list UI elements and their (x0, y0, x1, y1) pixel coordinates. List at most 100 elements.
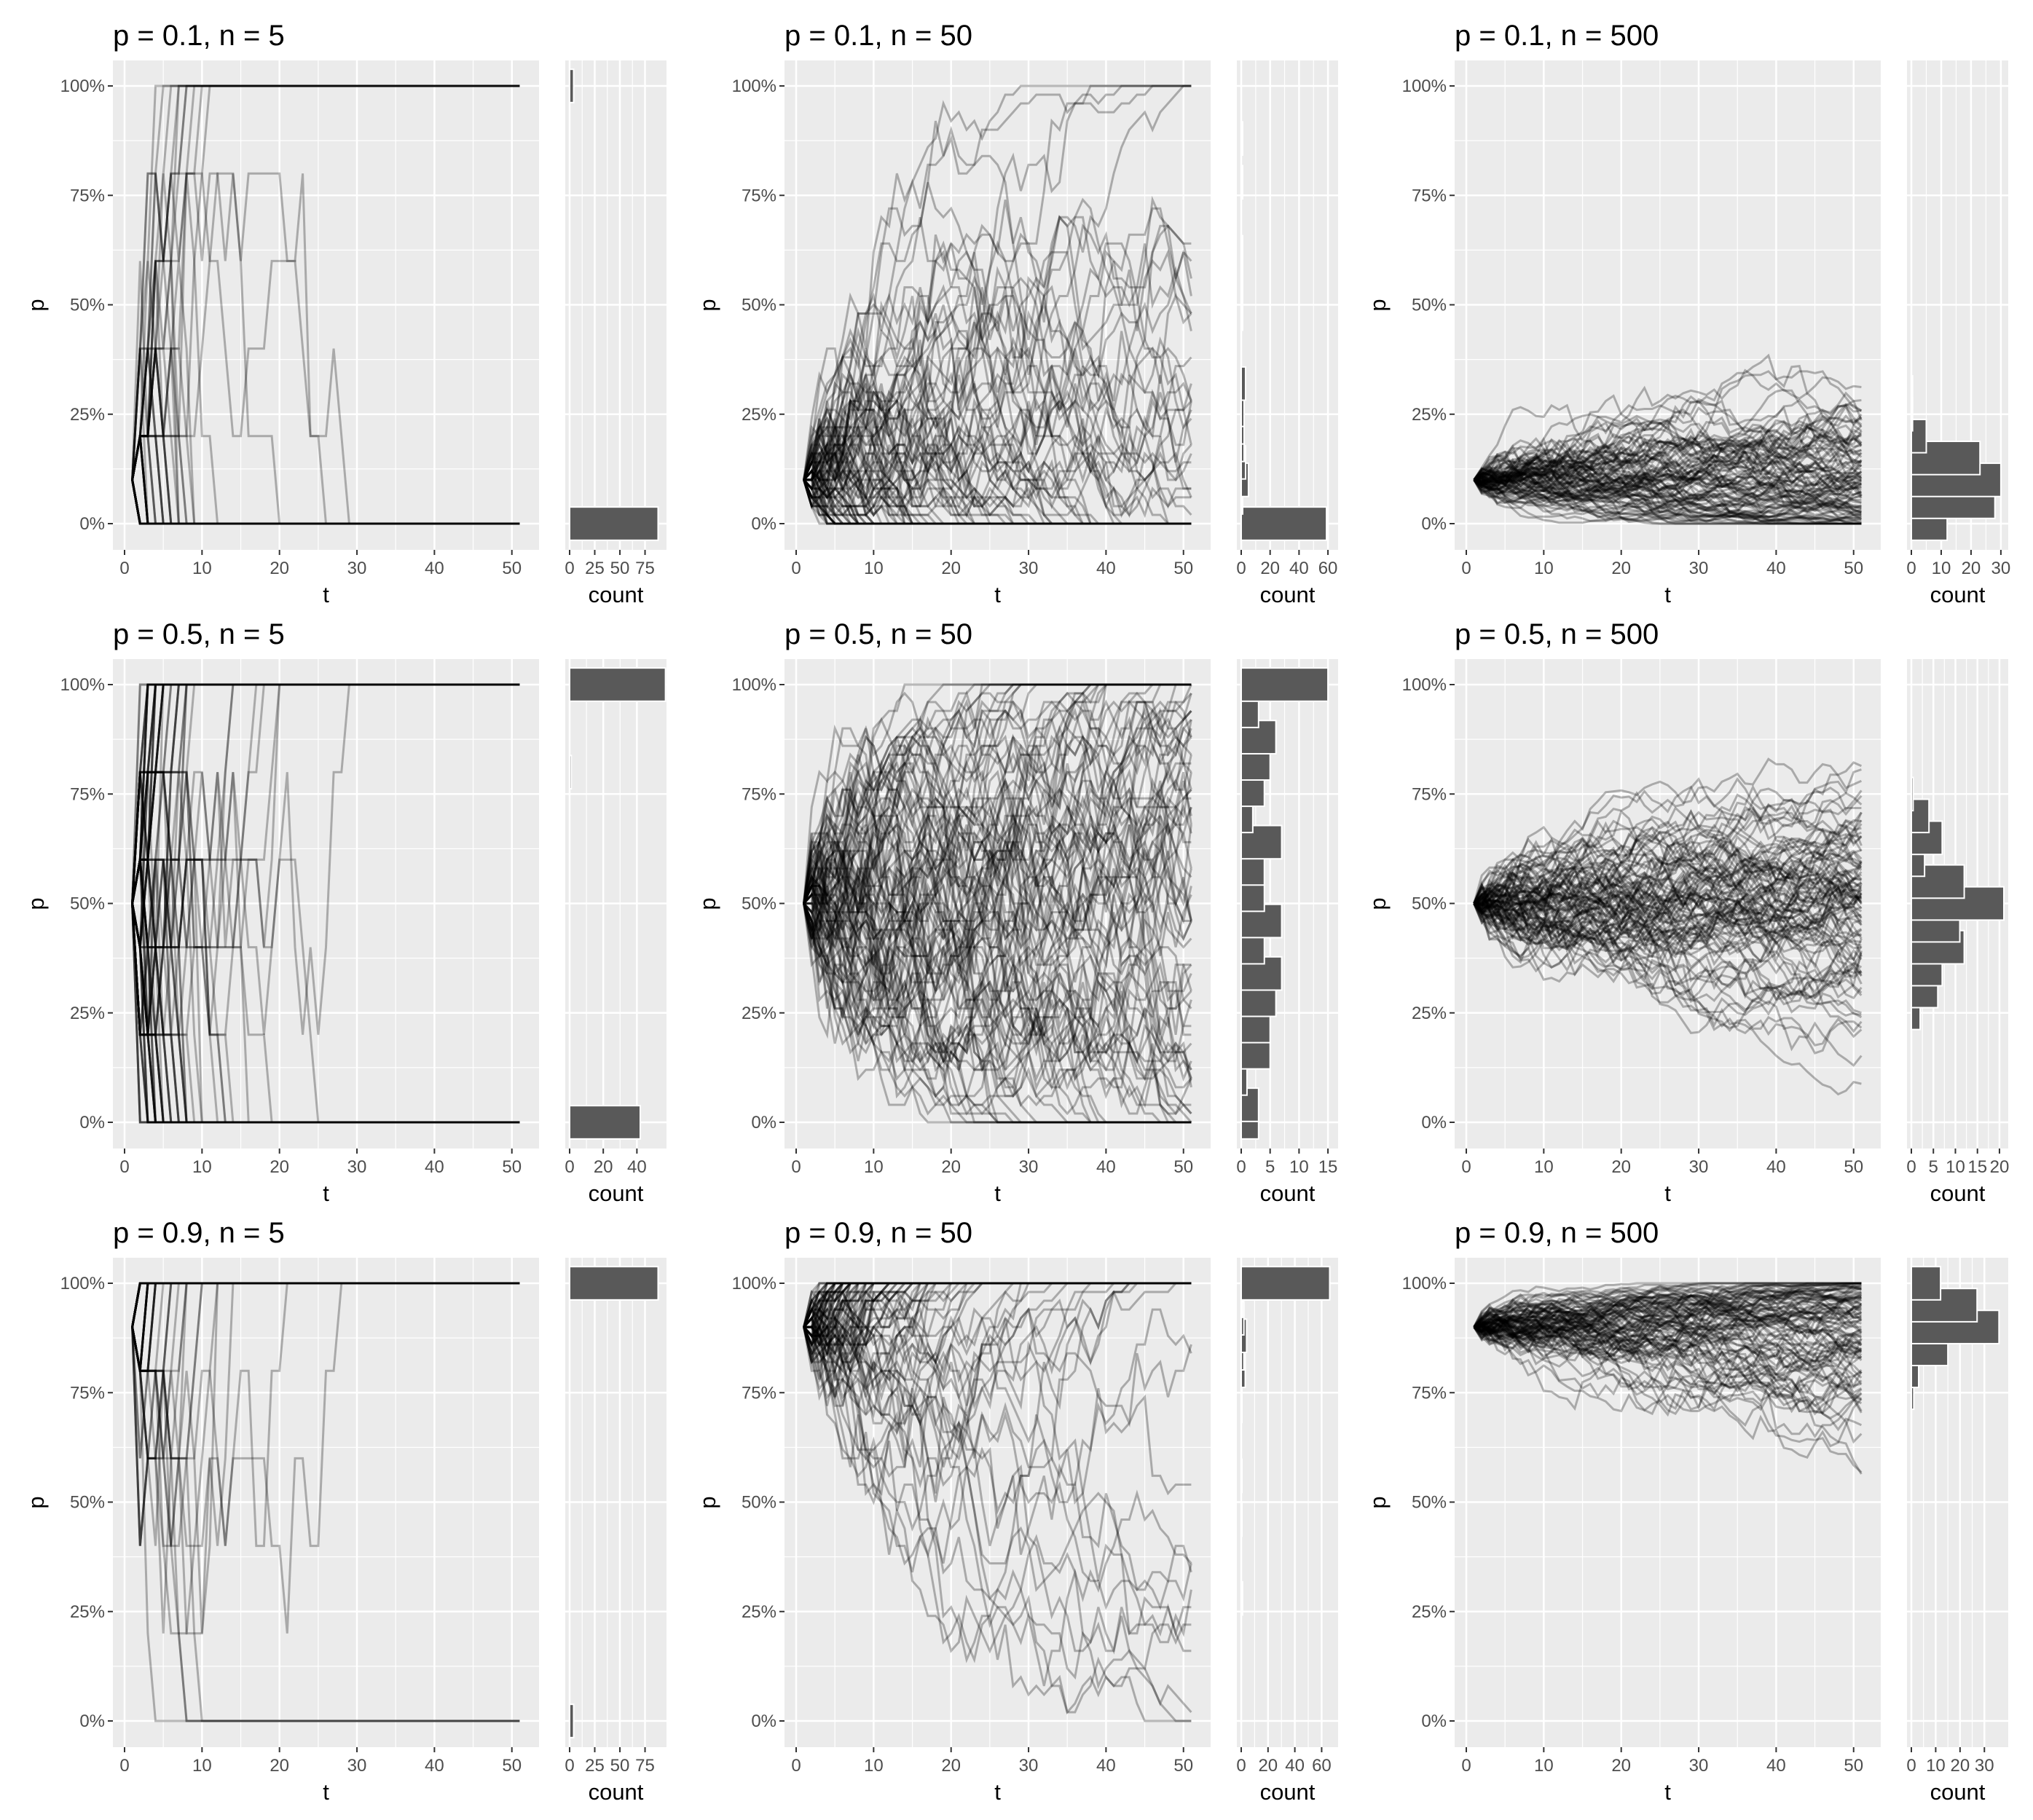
trajectory-line (803, 425, 1192, 525)
hist-x-tick-label: 0 (565, 1756, 574, 1776)
trajectory-line (131, 1282, 520, 1328)
trajectory-line (803, 1282, 1192, 1363)
trajectory-line (131, 1282, 520, 1548)
trajectory-line (1474, 862, 1862, 946)
hist-x-tick-label: 50 (610, 1756, 630, 1776)
trajectory-line (803, 1282, 1192, 1328)
trajectory-line (1473, 1325, 1863, 1411)
trajectory-line (803, 794, 1192, 1037)
trajectory-line (803, 1282, 1192, 1355)
trajectory-line (1473, 811, 1863, 931)
trajectory-line (1473, 1291, 1862, 1341)
trajectory-line (131, 436, 520, 525)
trajectory-line (803, 1282, 1192, 1328)
trajectory-line (1474, 820, 1863, 905)
trajectory-line (803, 479, 1192, 525)
trajectory-line (1473, 809, 1862, 948)
trajectory-line (131, 1282, 520, 1328)
trajectory-line (803, 479, 1192, 525)
trajectory-line (803, 789, 1192, 1001)
trajectory-line (1474, 1318, 1863, 1355)
trajectory-line (131, 903, 520, 1124)
trajectory-line (803, 242, 1192, 481)
trajectory-line (803, 797, 1192, 969)
trajectory-line (1473, 409, 1863, 482)
trajectory-line (1474, 1288, 1863, 1328)
trajectory-line (1474, 1306, 1862, 1355)
trajectory-line (131, 479, 520, 525)
trajectory-line (1474, 468, 1863, 515)
trajectory-line (131, 479, 520, 525)
trajectory-line (131, 683, 520, 949)
y-tick-label: 25% (1412, 405, 1447, 425)
trajectory-line (1473, 1304, 1862, 1361)
y-axis-title: p (1365, 299, 1391, 311)
trajectory-line (131, 903, 520, 1124)
trajectory-line (131, 1282, 520, 1328)
y-tick-label: 100% (732, 76, 776, 96)
trajectory-line (803, 1282, 1192, 1328)
hist-bar (1240, 1502, 1243, 1537)
trajectory-line (803, 759, 1192, 1123)
trajectory-line (131, 1282, 520, 1371)
trajectory-line (1473, 768, 1862, 931)
trajectory-line (803, 1282, 1192, 1346)
hist-x-tick-label: 20 (1962, 559, 1981, 578)
trajectory-line (1474, 1302, 1862, 1408)
trajectory-line (1473, 840, 1863, 979)
x-tick-label: 30 (1019, 1756, 1039, 1776)
trajectory-line (131, 903, 520, 1124)
trajectory-line (131, 479, 520, 525)
trajectory-line (803, 806, 1192, 974)
trajectory-line (803, 847, 1192, 951)
trajectory-line (1473, 431, 1863, 521)
trajectory-line (131, 903, 520, 1124)
y-tick-label: 50% (742, 1493, 776, 1513)
trajectory-line (131, 1282, 520, 1371)
trajectory-line (803, 1282, 1192, 1328)
trajectory-line (803, 469, 1192, 525)
trajectory-line (803, 683, 1192, 1009)
trajectory-line (803, 683, 1192, 904)
trajectory-line (803, 795, 1192, 1098)
hist-bar (1911, 1266, 1942, 1301)
trajectory-line (1473, 881, 1862, 1096)
trajectory-line (131, 261, 520, 525)
trajectory-line (1474, 800, 1862, 909)
trajectory-line (803, 1282, 1192, 1328)
trajectory-line (131, 683, 520, 904)
trajectory-line (803, 479, 1192, 525)
trajectory-line (1474, 889, 1862, 957)
trajectory-line (131, 479, 520, 525)
trajectory-line (803, 1282, 1192, 1427)
x-axis-title: t (1664, 582, 1671, 607)
trajectory-line (131, 1282, 520, 1328)
trajectory-line (1473, 861, 1863, 955)
trajectory-line (803, 795, 1192, 1018)
trajectory-line (131, 479, 520, 525)
trajectory-line (131, 683, 520, 1035)
trajectory-line (803, 84, 1192, 481)
trajectory-line (1474, 450, 1862, 509)
x-tick-label: 20 (1611, 1756, 1631, 1776)
trajectory-line (803, 709, 1192, 1019)
trajectory-line (1473, 876, 1863, 973)
trajectory-line (1473, 902, 1863, 990)
trajectory-line (131, 1282, 520, 1328)
trajectory-line (803, 902, 1192, 1124)
trajectory-line (1473, 1282, 1862, 1343)
hist-x-tick-label: 25 (585, 1756, 605, 1776)
trajectory-line (803, 683, 1192, 931)
panel-7: p = 0.9, n = 5 0% 25% 50% 75% 100% 0 10 20 30 40 50… (23, 1217, 666, 1805)
y-tick-label: 100% (1402, 675, 1447, 695)
trajectory-line (1473, 1310, 1863, 1353)
trajectory-line (1474, 1290, 1862, 1366)
trajectory-line (131, 771, 520, 1124)
trajectory-line (131, 1282, 520, 1328)
trajectory-line (131, 859, 520, 1124)
trajectory-line (131, 683, 520, 904)
trajectory-line (131, 347, 520, 525)
trajectory-line (803, 1282, 1192, 1347)
trajectory-line (131, 479, 520, 525)
trajectory-line (1473, 863, 1863, 934)
